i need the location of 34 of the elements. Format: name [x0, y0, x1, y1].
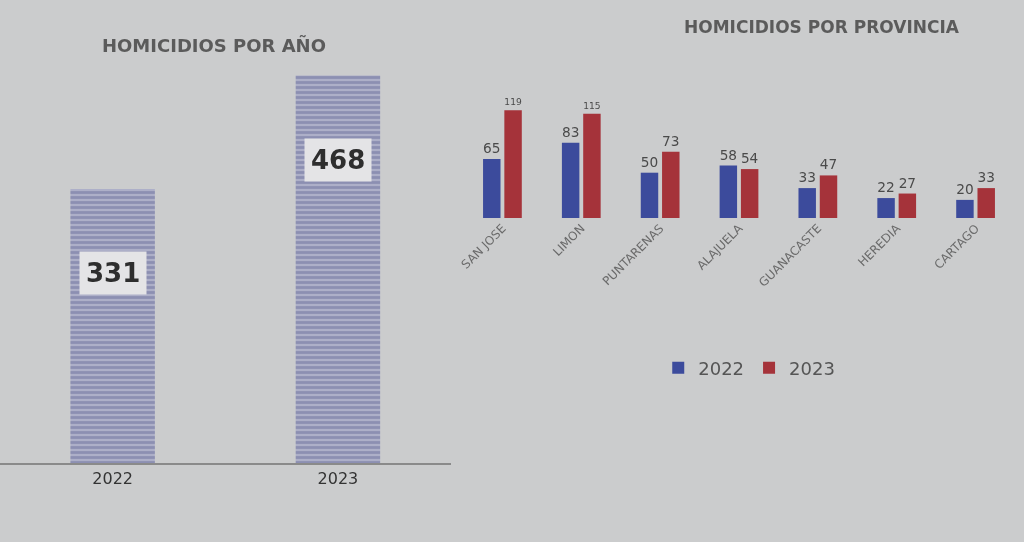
bar: [662, 151, 680, 218]
data-label: 73: [662, 132, 680, 149]
bar: [819, 175, 838, 218]
bar: [561, 142, 580, 218]
bar: [583, 113, 601, 218]
bar: [977, 188, 995, 218]
data-label: 115: [583, 100, 601, 111]
chart-title: HOMICIDIOS POR PROVINCIA: [684, 17, 960, 37]
chart-title: HOMICIDIOS POR AÑO: [102, 34, 326, 56]
data-label: 58: [719, 146, 738, 163]
data-label: 20: [956, 180, 974, 197]
data-label: 83: [561, 123, 580, 140]
data-label: 33: [798, 169, 816, 186]
bar: [740, 169, 759, 218]
data-label: 47: [819, 156, 838, 173]
data-label: 22: [877, 179, 895, 196]
data-label: 468: [311, 145, 366, 175]
bar: [504, 110, 522, 218]
bar: [877, 198, 895, 218]
data-label: 50: [640, 153, 659, 170]
data-label: 331: [86, 258, 141, 288]
data-label: 27: [898, 174, 917, 191]
bar: [956, 199, 974, 218]
bar: [640, 172, 659, 218]
legend-label: 2023: [789, 357, 835, 379]
legend-label: 2022: [698, 357, 745, 379]
data-label: 119: [504, 97, 522, 108]
bar: [798, 188, 816, 218]
bar: [898, 193, 917, 218]
data-label: 54: [740, 150, 759, 167]
bar: [483, 159, 501, 218]
bar: [719, 165, 738, 218]
data-label: 33: [977, 169, 995, 186]
data-label: 65: [483, 140, 501, 157]
